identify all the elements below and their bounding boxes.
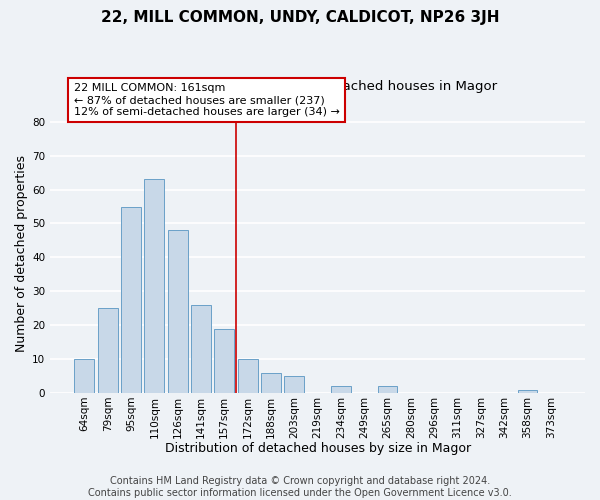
Y-axis label: Number of detached properties: Number of detached properties [15, 156, 28, 352]
Bar [261, 372, 281, 393]
Title: Size of property relative to detached houses in Magor: Size of property relative to detached ho… [138, 80, 497, 93]
Bar [377, 386, 397, 393]
Bar [121, 206, 141, 393]
Bar [74, 359, 94, 393]
Bar [168, 230, 188, 393]
Text: Contains HM Land Registry data © Crown copyright and database right 2024.
Contai: Contains HM Land Registry data © Crown c… [88, 476, 512, 498]
Bar [238, 359, 257, 393]
Text: 22 MILL COMMON: 161sqm
← 87% of detached houses are smaller (237)
12% of semi-de: 22 MILL COMMON: 161sqm ← 87% of detached… [74, 84, 340, 116]
Bar [191, 305, 211, 393]
Bar [331, 386, 351, 393]
Bar [214, 328, 234, 393]
Text: 22, MILL COMMON, UNDY, CALDICOT, NP26 3JH: 22, MILL COMMON, UNDY, CALDICOT, NP26 3J… [101, 10, 499, 25]
Bar [284, 376, 304, 393]
Bar [518, 390, 538, 393]
Bar [98, 308, 118, 393]
X-axis label: Distribution of detached houses by size in Magor: Distribution of detached houses by size … [164, 442, 470, 455]
Bar [145, 180, 164, 393]
